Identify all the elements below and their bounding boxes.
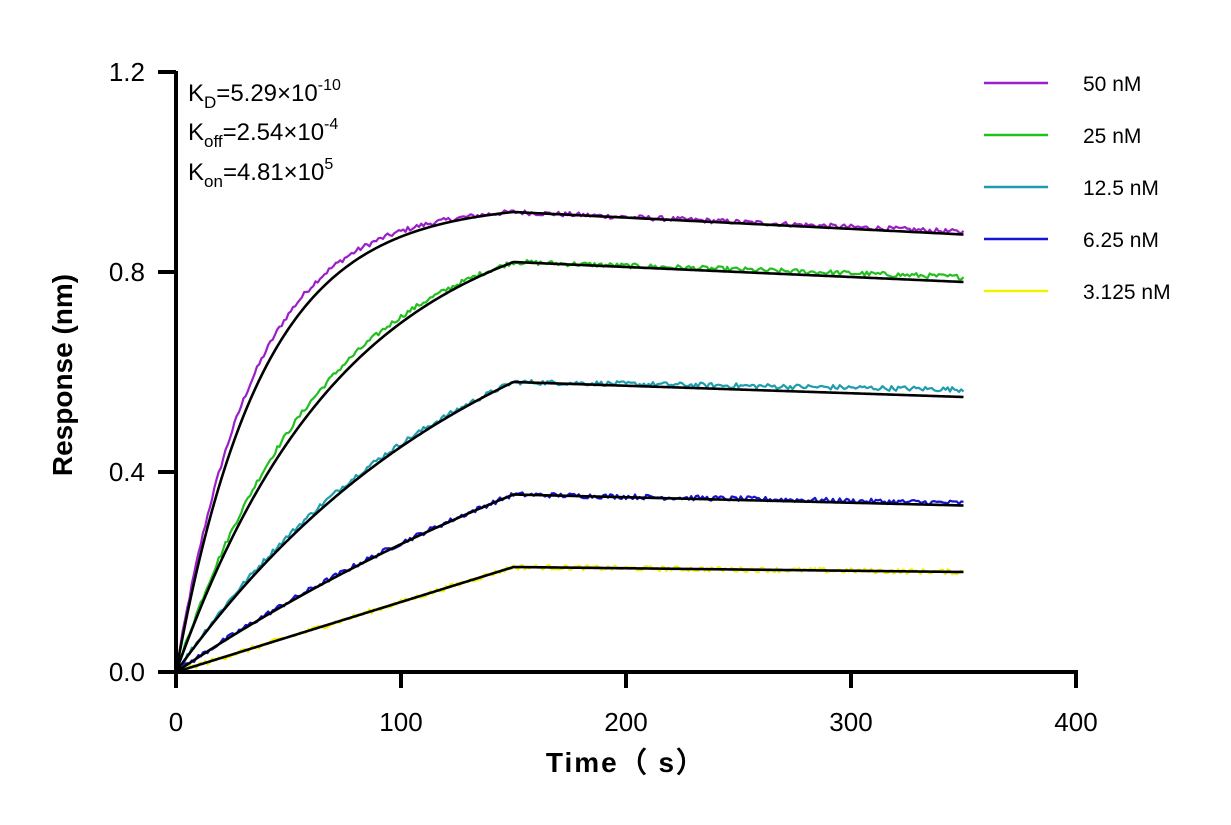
y-tick-label-1.2: 1.2 xyxy=(109,57,145,87)
trace-3-125-nm xyxy=(175,564,964,674)
koff-symbol: K xyxy=(188,119,204,146)
y-tick-label-0.0: 0.0 xyxy=(109,657,145,687)
x-axis-title: Time（ s） xyxy=(546,746,706,778)
y-tick-label-0.8: 0.8 xyxy=(109,257,145,287)
legend-label-6-25-nm: 6.25 nM xyxy=(1083,229,1159,252)
x-tick-label-300: 300 xyxy=(829,707,872,737)
legend-label-3-125-nm: 3.125 nM xyxy=(1083,281,1171,304)
kd-text: KD=5.29×10-10 xyxy=(188,77,341,112)
kon-subscript: on xyxy=(204,172,223,191)
kd-exponent: -10 xyxy=(318,77,341,94)
fit-curve-25-nm xyxy=(174,260,964,673)
kon-symbol: K xyxy=(188,159,204,186)
koff-subscript: off xyxy=(204,132,223,151)
kon-value: =4.81×10 xyxy=(223,159,324,186)
fit-curve-50-nm xyxy=(174,210,964,673)
y-axis-title: Response (nm) xyxy=(47,274,78,476)
fit-curve-3-125-nm xyxy=(175,565,964,674)
kd-symbol: K xyxy=(188,80,204,107)
x-tick-label-200: 200 xyxy=(604,707,647,737)
legend-label-50-nm: 50 nM xyxy=(1083,73,1141,96)
koff-text: Koff=2.54×10-4 xyxy=(188,116,338,151)
tick-marks: 0 100 200 300 400 0.0 0.4 0.8 1.2 xyxy=(109,57,1098,737)
x-tick-label-400: 400 xyxy=(1054,707,1097,737)
koff-value: =2.54×10 xyxy=(223,119,324,146)
kinetic-constants: KD=5.29×10-10 Koff=2.54×10-4 Kon=4.81×10… xyxy=(188,77,341,191)
fit-curves xyxy=(174,210,964,674)
trace-50-nm xyxy=(174,209,965,673)
legend: 50 nM 25 nM 12.5 nM 6.25 nM 3.125 nM xyxy=(984,73,1171,304)
trace-6-25-nm xyxy=(175,491,964,674)
kon-text: Kon=4.81×105 xyxy=(188,156,333,191)
kd-subscript: D xyxy=(204,93,216,112)
y-tick-label-0.4: 0.4 xyxy=(109,457,145,487)
x-tick-label-0: 0 xyxy=(169,707,183,737)
kon-exponent: 5 xyxy=(324,156,333,173)
legend-label-25-nm: 25 nM xyxy=(1083,125,1141,148)
fit-curve-6-25-nm xyxy=(175,493,964,674)
legend-label-12-5-nm: 12.5 nM xyxy=(1083,177,1159,200)
x-tick-label-100: 100 xyxy=(379,707,422,737)
raw-traces xyxy=(174,209,965,674)
kd-value: =5.29×10 xyxy=(216,80,317,107)
koff-exponent: -4 xyxy=(324,116,338,133)
fit-curve-12-5-nm xyxy=(174,380,964,673)
